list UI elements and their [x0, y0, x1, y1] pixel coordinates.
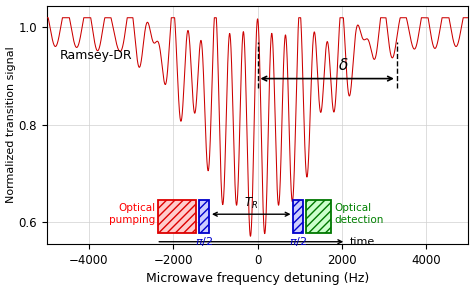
X-axis label: Microwave frequency detuning (Hz): Microwave frequency detuning (Hz) [146, 272, 369, 285]
Bar [293, 200, 303, 233]
Text: Optical
pumping: Optical pumping [109, 203, 155, 226]
Bar [158, 200, 196, 233]
Bar [200, 200, 209, 233]
Text: Optical
detection: Optical detection [335, 203, 384, 226]
Text: Ramsey-DR: Ramsey-DR [59, 49, 132, 62]
Bar [306, 200, 331, 233]
Text: $\pi/2$: $\pi/2$ [195, 235, 213, 249]
Text: time: time [349, 237, 375, 247]
Text: δ: δ [339, 58, 348, 73]
Y-axis label: Normalized transition signal: Normalized transition signal [6, 47, 16, 203]
Text: $\pi/2$: $\pi/2$ [289, 235, 307, 249]
Text: $T_R$: $T_R$ [244, 196, 258, 211]
